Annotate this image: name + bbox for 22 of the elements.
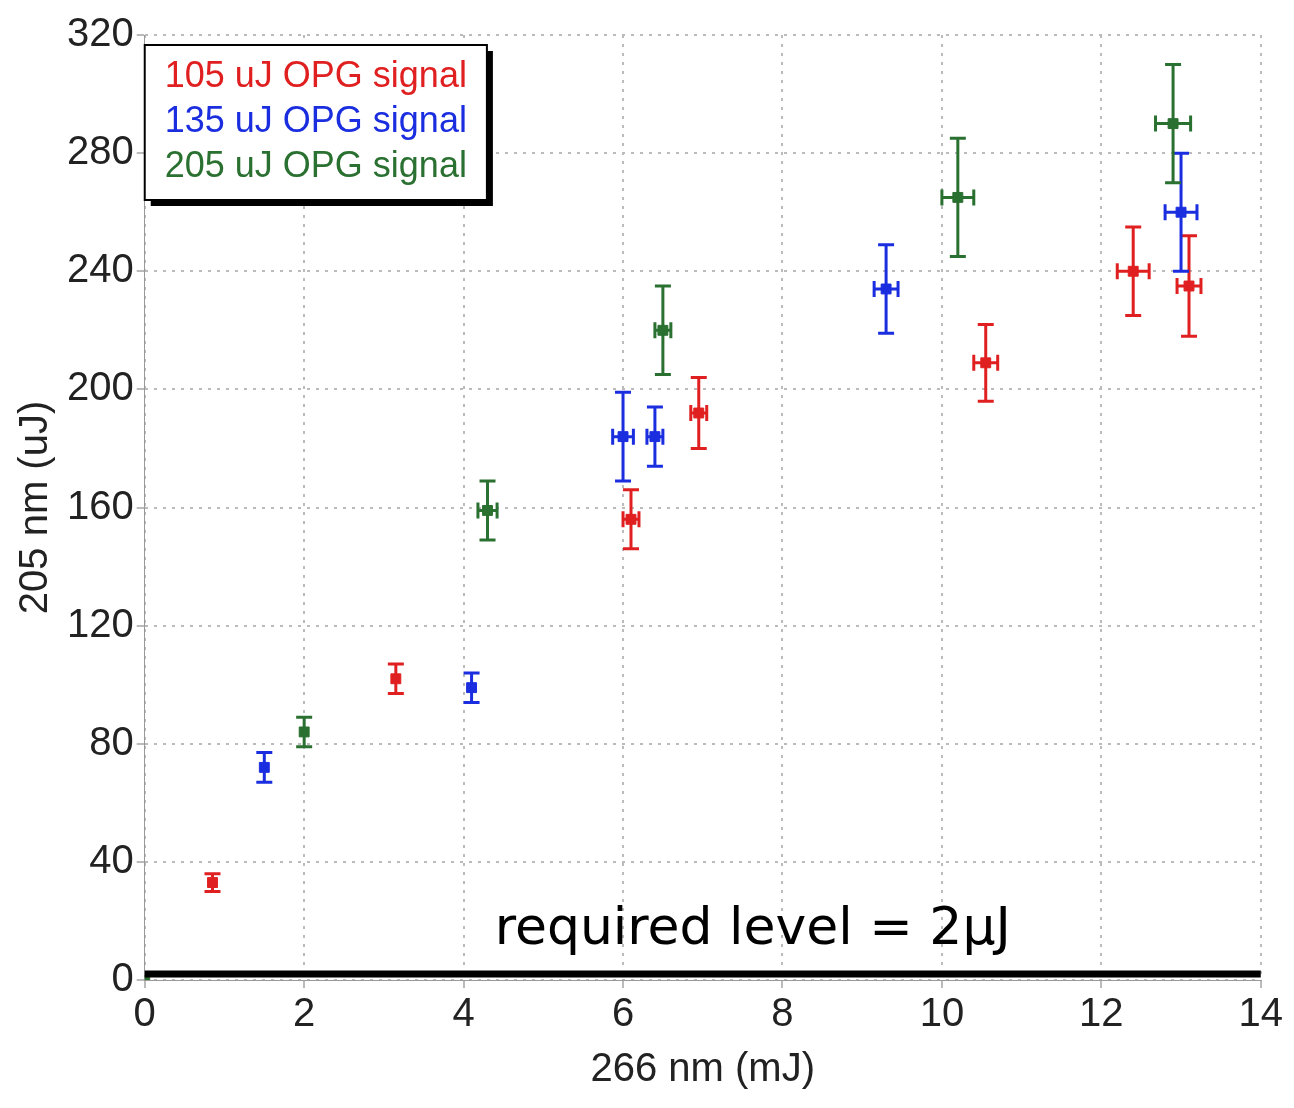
y-tick-label: 320 <box>66 10 134 55</box>
y-tick-label: 80 <box>89 718 134 763</box>
text: 105 uJ OPG signal <box>164 54 467 96</box>
y-tick-label: 280 <box>66 128 134 173</box>
y-tick-label: 200 <box>66 364 134 409</box>
y-tick-label: 40 <box>89 836 134 881</box>
x-tick-label: 12 <box>1079 990 1124 1035</box>
y-tick-label: 0 <box>111 955 134 1000</box>
text: 205 uJ OPG signal <box>164 144 467 186</box>
text: 135 uJ OPG signal <box>164 99 467 141</box>
y-tick-label: 160 <box>66 482 134 527</box>
x-tick-label: 4 <box>452 990 475 1035</box>
x-tick-label: 2 <box>293 990 316 1035</box>
x-tick-label: 8 <box>771 990 794 1035</box>
x-tick-label: 10 <box>919 990 965 1035</box>
y-tick-label: 120 <box>66 600 134 645</box>
y-axis-title: 205 nm (uJ) <box>11 400 56 615</box>
y-tick-label: 240 <box>66 246 134 291</box>
x-tick-label: 6 <box>611 990 635 1035</box>
x-axis-title: 266 nm (mJ) <box>590 1045 815 1090</box>
ref-line-label: required level = 2μJ <box>494 895 1011 956</box>
x-tick-label: 14 <box>1238 990 1283 1035</box>
